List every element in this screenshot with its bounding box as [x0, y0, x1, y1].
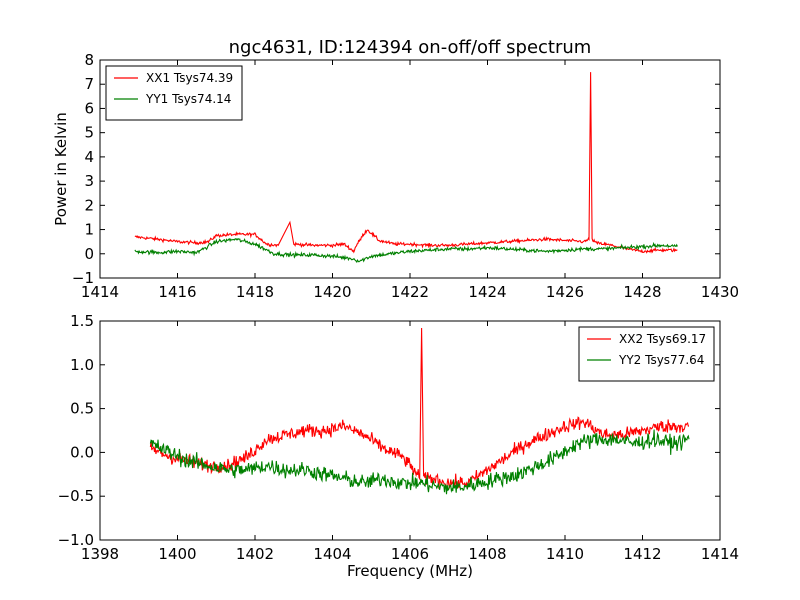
- series-line-xx1: [134, 72, 678, 254]
- y-tick-label: 7: [84, 75, 94, 93]
- x-tick-label: 1426: [546, 283, 584, 301]
- bottom-panel: 1398 1400 1402 1404 1406 1408 1410 1412 1414 −1.0…: [58, 312, 740, 580]
- x-tick-label: 1402: [236, 545, 274, 563]
- y-tick-label: 8: [84, 51, 94, 69]
- y-tick-label: 2: [84, 196, 94, 214]
- x-tick-label: 1412: [623, 545, 661, 563]
- x-tick-label: 1416: [158, 283, 196, 301]
- legend-entry: XX1 Tsys74.39: [146, 71, 233, 85]
- series-line-yy1: [134, 237, 678, 264]
- x-tick-label: 1406: [391, 545, 429, 563]
- legend: XX1 Tsys74.39 YY1 Tsys74.14: [105, 65, 243, 121]
- y-tick-label: 4: [84, 148, 94, 166]
- legend-entry: YY2 Tsys77.64: [618, 353, 704, 367]
- y-tick-label: 1.5: [70, 312, 94, 330]
- series-line-yy2: [149, 429, 690, 495]
- x-tick-label: 1430: [701, 283, 739, 301]
- legend-entry: YY1 Tsys74.14: [145, 92, 231, 106]
- y-tick-label: −0.5: [58, 487, 94, 505]
- x-tick-label: 1422: [391, 283, 429, 301]
- y-tick-label: 6: [84, 99, 94, 117]
- y-axis-label: Power in Kelvin: [52, 112, 70, 226]
- y-tick-label: 1: [84, 221, 94, 239]
- y-tick-label: 5: [84, 124, 94, 142]
- legend-entry: XX2 Tsys69.17: [619, 332, 706, 346]
- x-tick-label: 1420: [313, 283, 351, 301]
- legend-box: [105, 65, 243, 121]
- x-tick-label: 1410: [546, 545, 584, 563]
- y-tick-label: 0: [84, 245, 94, 263]
- x-tick-label: 1404: [313, 545, 351, 563]
- legend-box: [578, 326, 715, 382]
- x-axis-label: Frequency (MHz): [347, 562, 473, 580]
- x-tick-label: 1400: [158, 545, 196, 563]
- x-tick-label: 1414: [81, 283, 119, 301]
- series-line-xx2: [149, 327, 689, 490]
- figure-title: ngc4631, ID:124394 on-off/off spectrum: [229, 37, 592, 58]
- x-tick-label: 1408: [468, 545, 506, 563]
- x-tick-label: 1414: [701, 545, 739, 563]
- y-tick-label: −1.0: [58, 531, 94, 549]
- x-tick-label: 1424: [468, 283, 506, 301]
- top-panel: 1414 1416 1418 1420 1422 1424 1426 1428 1430−101…: [52, 51, 739, 301]
- y-tick-label: 0.5: [70, 400, 94, 418]
- x-tick-label: 1418: [236, 283, 274, 301]
- x-tick-label: 1398: [81, 545, 119, 563]
- y-tick-label: −1: [72, 269, 94, 287]
- y-tick-label: 3: [84, 172, 94, 190]
- y-tick-label: 1.0: [70, 356, 94, 374]
- y-tick-label: 0.0: [70, 443, 94, 461]
- x-tick-label: 1428: [623, 283, 661, 301]
- legend: XX2 Tsys69.17 YY2 Tsys77.64: [578, 326, 715, 382]
